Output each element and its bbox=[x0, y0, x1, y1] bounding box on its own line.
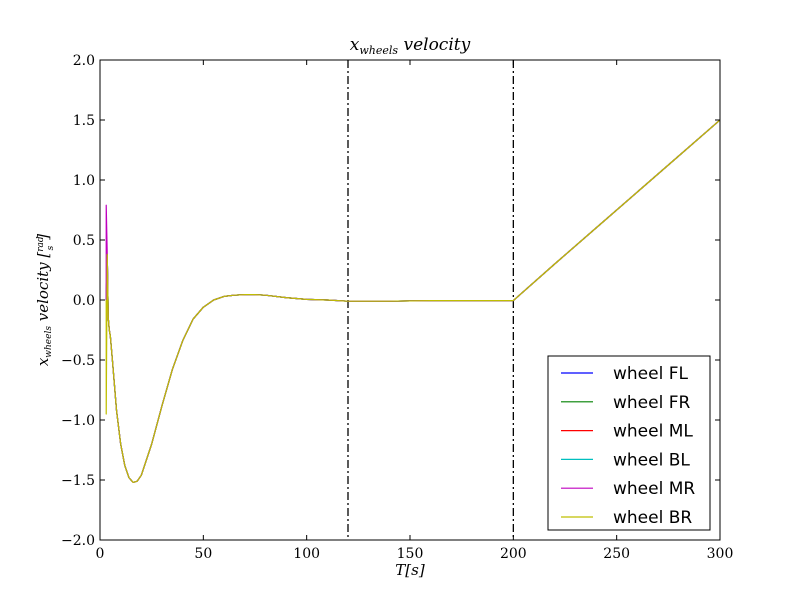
y-tick-label: 1.5 bbox=[73, 113, 95, 129]
y-tick-label: 0.5 bbox=[73, 233, 95, 249]
x-tick-label: 100 bbox=[293, 546, 320, 562]
y-tick-label: 2.0 bbox=[73, 53, 95, 69]
y-axis-label: xwheels velocity [rads] bbox=[34, 234, 56, 366]
series-line-wheel-br bbox=[105, 119, 720, 483]
x-tick-label: 300 bbox=[707, 546, 734, 562]
y-tick-label: −0.5 bbox=[61, 353, 95, 369]
legend-label: wheel ML bbox=[613, 422, 693, 442]
y-tick-label: 1.0 bbox=[73, 173, 95, 189]
legend-label: wheel FL bbox=[613, 364, 689, 384]
x-tick-label: 150 bbox=[397, 546, 424, 562]
legend-box bbox=[547, 355, 711, 531]
legend-label: wheel FR bbox=[613, 393, 691, 413]
svg-text:xwheels velocity [rads]: xwheels velocity [rads] bbox=[34, 234, 56, 366]
legend-label: wheel BR bbox=[613, 508, 692, 528]
chart-title: xwheels velocity bbox=[350, 35, 471, 57]
x-tick-label: 250 bbox=[603, 546, 630, 562]
y-tick-label: −1.0 bbox=[61, 413, 95, 429]
x-tick-label: 50 bbox=[194, 546, 212, 562]
legend-label: wheel BL bbox=[613, 450, 690, 470]
axis-ticks: 0 50 100 150 200 250 300 −2.0 −1.5 −1.0 −0.5 0.0 0.5… bbox=[61, 53, 733, 562]
y-tick-label: 0.0 bbox=[73, 293, 95, 309]
legend-label: wheel MR bbox=[613, 479, 695, 499]
plot-area: 0 50 100 150 200 250 300 −2.0 −1.5 −1.0 −0.5 0.0 0.5… bbox=[61, 53, 733, 562]
x-tick-label: 0 bbox=[96, 546, 105, 562]
y-tick-label: −1.5 bbox=[61, 473, 95, 489]
legend: wheel FL wheel FR wheel ML wheel BL wheel MR… bbox=[547, 355, 711, 531]
x-tick-label: 200 bbox=[500, 546, 527, 562]
x-axis-label: T[s] bbox=[395, 561, 425, 579]
y-tick-label: −2.0 bbox=[61, 533, 95, 549]
series-lines bbox=[105, 119, 720, 483]
